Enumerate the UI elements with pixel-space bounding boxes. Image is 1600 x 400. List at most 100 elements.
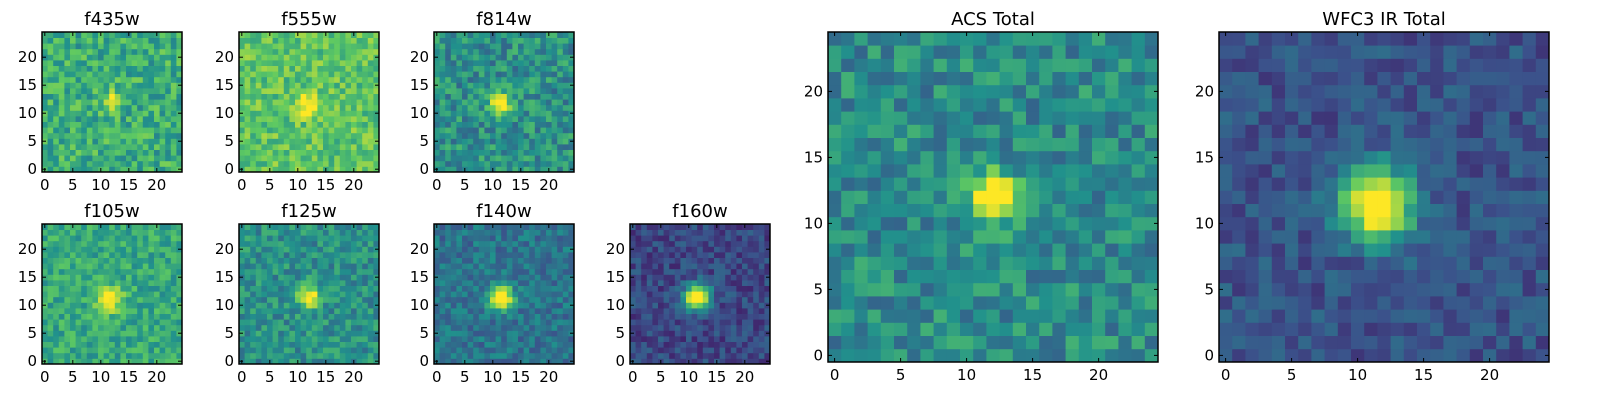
- heatmap-cell: [719, 352, 726, 359]
- heatmap-cell: [323, 296, 329, 303]
- heatmap-cell: [920, 296, 934, 310]
- heatmap-cell: [758, 263, 765, 270]
- heatmap-cell: [306, 37, 313, 44]
- heatmap-cell: [999, 282, 1014, 297]
- heatmap-cell: [75, 138, 82, 145]
- heatmap-cell: [880, 282, 895, 297]
- heatmap-cell: [652, 296, 659, 303]
- panel-title: f435w: [84, 9, 139, 30]
- heatmap-cell: [137, 65, 144, 72]
- heatmap-cell: [131, 347, 138, 354]
- heatmap-cell: [283, 336, 290, 342]
- heatmap-cell: [239, 324, 245, 331]
- heatmap-cell: [445, 127, 452, 134]
- heatmap-cell: [495, 252, 502, 258]
- heatmap-cell: [154, 82, 160, 89]
- heatmap-cell: [434, 104, 440, 111]
- heatmap-cell: [328, 71, 335, 78]
- heatmap-cell: [501, 155, 508, 162]
- heatmap-cell: [373, 155, 380, 162]
- heatmap-cell: [1105, 322, 1119, 336]
- heatmap-cell: [244, 246, 251, 253]
- heatmap-cell: [523, 246, 530, 253]
- heatmap-cell: [148, 302, 155, 309]
- heatmap-cell: [523, 240, 530, 247]
- heatmap-cell: [328, 246, 335, 253]
- heatmap-cell: [261, 138, 268, 145]
- heatmap-cell: [456, 224, 463, 230]
- heatmap-cell: [445, 166, 452, 173]
- heatmap-cell: [98, 330, 104, 337]
- heatmap-cell: [529, 347, 536, 354]
- heatmap-cell: [328, 280, 335, 286]
- heatmap-cell: [557, 302, 564, 309]
- heatmap-cell: [255, 82, 262, 89]
- heatmap-cell: [53, 88, 60, 94]
- heatmap-cell: [47, 268, 54, 275]
- heatmap-cell: [306, 324, 313, 331]
- heatmap-cell: [42, 93, 48, 100]
- heatmap-cell: [53, 263, 60, 270]
- heatmap-cell: [456, 274, 463, 281]
- heatmap-cell: [300, 104, 307, 111]
- heatmap-cell: [854, 243, 868, 257]
- heatmap-cell: [250, 155, 257, 162]
- heatmap-cell: [70, 274, 76, 281]
- heatmap-cell: [86, 37, 93, 44]
- heatmap-cell: [641, 246, 648, 253]
- heatmap-cell: [478, 285, 485, 292]
- heatmap-cell: [512, 319, 519, 326]
- heatmap-cell: [311, 268, 318, 275]
- heatmap-cell: [323, 352, 329, 359]
- heatmap-cell: [986, 230, 1000, 244]
- heatmap-cell: [630, 280, 636, 286]
- heatmap-cell: [456, 65, 463, 72]
- heatmap-cell: [267, 116, 273, 122]
- heatmap-cell: [339, 37, 346, 44]
- heatmap-cell: [456, 76, 463, 83]
- heatmap-cell: [484, 291, 491, 298]
- heatmap-cell: [933, 150, 948, 165]
- heatmap-cell: [86, 138, 93, 145]
- heatmap-cell: [120, 347, 127, 354]
- heatmap-cell: [894, 309, 908, 323]
- heatmap-cell: [255, 54, 262, 61]
- heatmap-cell: [456, 166, 463, 173]
- heatmap-cell: [328, 358, 335, 365]
- heatmap-cell: [630, 308, 636, 314]
- heatmap-cell: [75, 60, 82, 66]
- heatmap-cell: [126, 71, 132, 78]
- heatmap-cell: [300, 88, 307, 94]
- heatmap-cell: [534, 166, 541, 173]
- heatmap-cell: [289, 99, 296, 106]
- heatmap-cell: [176, 99, 183, 106]
- heatmap-cell: [434, 149, 440, 156]
- heatmap-cell: [103, 285, 110, 292]
- heatmap-cell: [484, 71, 491, 78]
- y-tick-label: 20: [215, 240, 234, 258]
- heatmap-cell: [295, 76, 301, 83]
- heatmap-cell: [562, 257, 569, 264]
- heatmap-cell: [534, 43, 541, 50]
- heatmap-cell: [98, 121, 104, 128]
- heatmap-cell: [490, 308, 496, 314]
- heatmap-cell: [176, 235, 183, 242]
- heatmap-cell: [495, 246, 502, 253]
- heatmap-cell: [109, 319, 116, 326]
- heatmap-cell: [244, 116, 251, 122]
- heatmap-cell: [289, 224, 296, 230]
- heatmap-cell: [176, 155, 183, 162]
- heatmap-cell: [272, 319, 279, 326]
- heatmap-cell: [546, 127, 552, 134]
- heatmap-cell: [551, 88, 558, 94]
- heatmap-cell: [691, 308, 698, 314]
- heatmap-cell: [131, 291, 138, 298]
- heatmap-cell: [367, 65, 374, 72]
- heatmap-cell: [311, 43, 318, 50]
- heatmap-cell: [714, 341, 720, 348]
- heatmap-cell: [267, 308, 273, 314]
- heatmap-cell: [148, 149, 155, 156]
- heatmap-cell: [362, 336, 369, 342]
- heatmap-cell: [546, 319, 552, 326]
- heatmap-cell: [278, 235, 285, 242]
